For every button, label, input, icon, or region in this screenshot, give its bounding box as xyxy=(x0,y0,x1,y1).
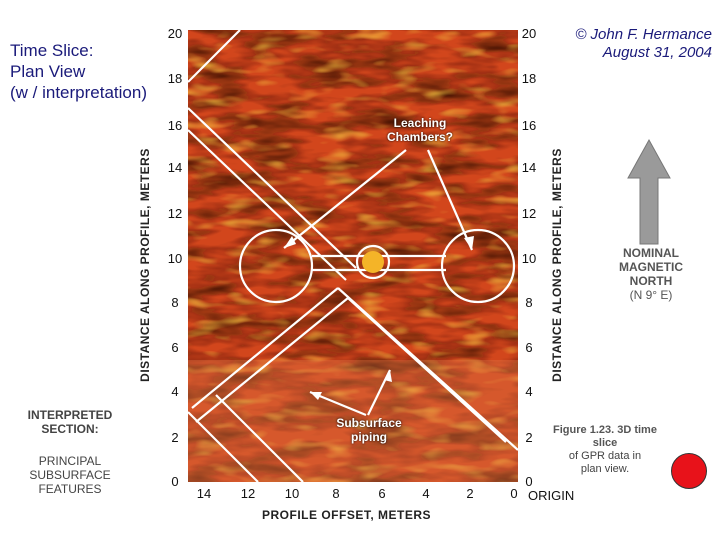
compass-label: NOMINAL MAGNETIC NORTH (N 9° E) xyxy=(605,246,697,302)
x-tick: 10 xyxy=(284,486,300,501)
origin-label: ORIGIN xyxy=(528,488,575,503)
y-tick-left: 14 xyxy=(167,160,183,175)
y-tick-left: 20 xyxy=(167,26,183,41)
y-tick-right: 18 xyxy=(521,71,537,86)
pipe-upper-left-a xyxy=(188,107,357,269)
junction-box-fill xyxy=(362,251,384,273)
gpr-time-slice-image xyxy=(188,30,518,482)
compass-line-3: NORTH xyxy=(629,274,673,288)
pipe-bottom-a xyxy=(188,411,259,482)
arrowheads xyxy=(284,236,474,400)
figure-caption: Figure 1.23. 3D time slice of GPR data i… xyxy=(540,424,670,476)
y-tick-left: 6 xyxy=(171,340,179,355)
interpretation-lines xyxy=(188,30,518,482)
leaching-chamber-right xyxy=(440,228,516,304)
copyright-line-2: August 31, 2004 xyxy=(602,44,712,61)
arrowhead-piping-right xyxy=(384,370,392,382)
y-tick-right: 14 xyxy=(521,160,537,175)
callout-leaching-line-1: Leaching xyxy=(393,116,447,130)
x-tick: 0 xyxy=(510,486,518,501)
y-tick-right: 12 xyxy=(521,206,537,221)
north-arrow-icon xyxy=(627,138,671,245)
y-tick-left: 12 xyxy=(167,206,183,221)
red-dot-marker xyxy=(671,453,707,489)
x-tick: 4 xyxy=(422,486,430,501)
y-tick-right: 8 xyxy=(525,295,533,310)
y-tick-left: 0 xyxy=(171,474,179,489)
legend-heading-2: SECTION: xyxy=(41,422,99,436)
y-tick-right: 2 xyxy=(525,430,533,445)
callout-piping-line-2: piping xyxy=(351,430,387,444)
callout-leaching: Leaching Chambers? xyxy=(378,116,462,144)
y-axis-label-left: DISTANCE ALONG PROFILE, METERS xyxy=(138,148,152,382)
arrowhead-left xyxy=(284,236,296,248)
arrowhead-piping-left xyxy=(310,392,322,400)
callout-piping: Subsurface piping xyxy=(326,416,412,444)
y-tick-right: 10 xyxy=(521,251,537,266)
title-line-1: Time Slice: xyxy=(10,41,94,60)
y-tick-right: 20 xyxy=(521,26,537,41)
arrowhead-right xyxy=(464,236,474,250)
y-tick-right: 0 xyxy=(525,474,533,489)
legend-sub-3: FEATURES xyxy=(38,482,102,496)
y-axis-label-right: DISTANCE ALONG PROFILE, METERS xyxy=(550,148,564,382)
pipe-top-corner xyxy=(188,30,241,83)
y-tick-right: 4 xyxy=(525,384,533,399)
y-tick-left: 8 xyxy=(171,295,179,310)
copyright-line-1: © John F. Hermance xyxy=(575,26,712,43)
callout-piping-line-1: Subsurface xyxy=(336,416,402,430)
compass-line-4: (N 9° E) xyxy=(629,288,673,302)
caption-line-3: plan view. xyxy=(580,463,630,475)
caption-line-2: of GPR data in xyxy=(568,450,642,462)
legend-sub-2: SUBSURFACE xyxy=(29,468,111,482)
callout-leaching-line-2: Chambers? xyxy=(386,130,454,144)
legend-heading: INTERPRETED SECTION: xyxy=(8,408,132,436)
y-tick-left: 4 xyxy=(171,384,179,399)
legend-subtitle: PRINCIPAL SUBSURFACE FEATURES xyxy=(8,454,132,496)
caption-line-1: Figure 1.23. 3D time slice xyxy=(553,424,657,449)
y-tick-right: 16 xyxy=(521,118,537,133)
x-axis-label: PROFILE OFFSET, METERS xyxy=(262,508,432,522)
y-tick-left: 2 xyxy=(171,430,179,445)
callout-arrow-right xyxy=(426,149,474,251)
copyright-block: © John F. Hermance August 31, 2004 xyxy=(540,26,712,62)
leaching-chamber-left xyxy=(238,228,314,304)
y-tick-left: 18 xyxy=(167,71,183,86)
legend-heading-1: INTERPRETED xyxy=(27,408,113,422)
compass-line-1: NOMINAL xyxy=(623,246,679,260)
pipe-bottom-b xyxy=(215,394,304,482)
pipe-chevron-left-a xyxy=(191,287,339,409)
y-tick-left: 16 xyxy=(167,118,183,133)
x-tick: 2 xyxy=(466,486,474,501)
compass-line-2: MAGNETIC xyxy=(619,260,683,274)
x-tick: 14 xyxy=(196,486,212,501)
title-block: Time Slice: Plan View (w / interpretatio… xyxy=(10,40,147,103)
title-line-2: Plan View xyxy=(10,62,86,81)
x-tick: 8 xyxy=(332,486,340,501)
junction-box xyxy=(355,244,391,280)
y-tick-left: 10 xyxy=(167,251,183,266)
pipe-chevron-right-b xyxy=(347,297,507,443)
x-tick: 12 xyxy=(240,486,256,501)
legend-sub-1: PRINCIPAL xyxy=(38,454,102,468)
y-tick-right: 6 xyxy=(525,340,533,355)
callout-arrow-left xyxy=(283,149,407,249)
x-tick: 6 xyxy=(378,486,386,501)
title-line-3: (w / interpretation) xyxy=(10,83,147,102)
